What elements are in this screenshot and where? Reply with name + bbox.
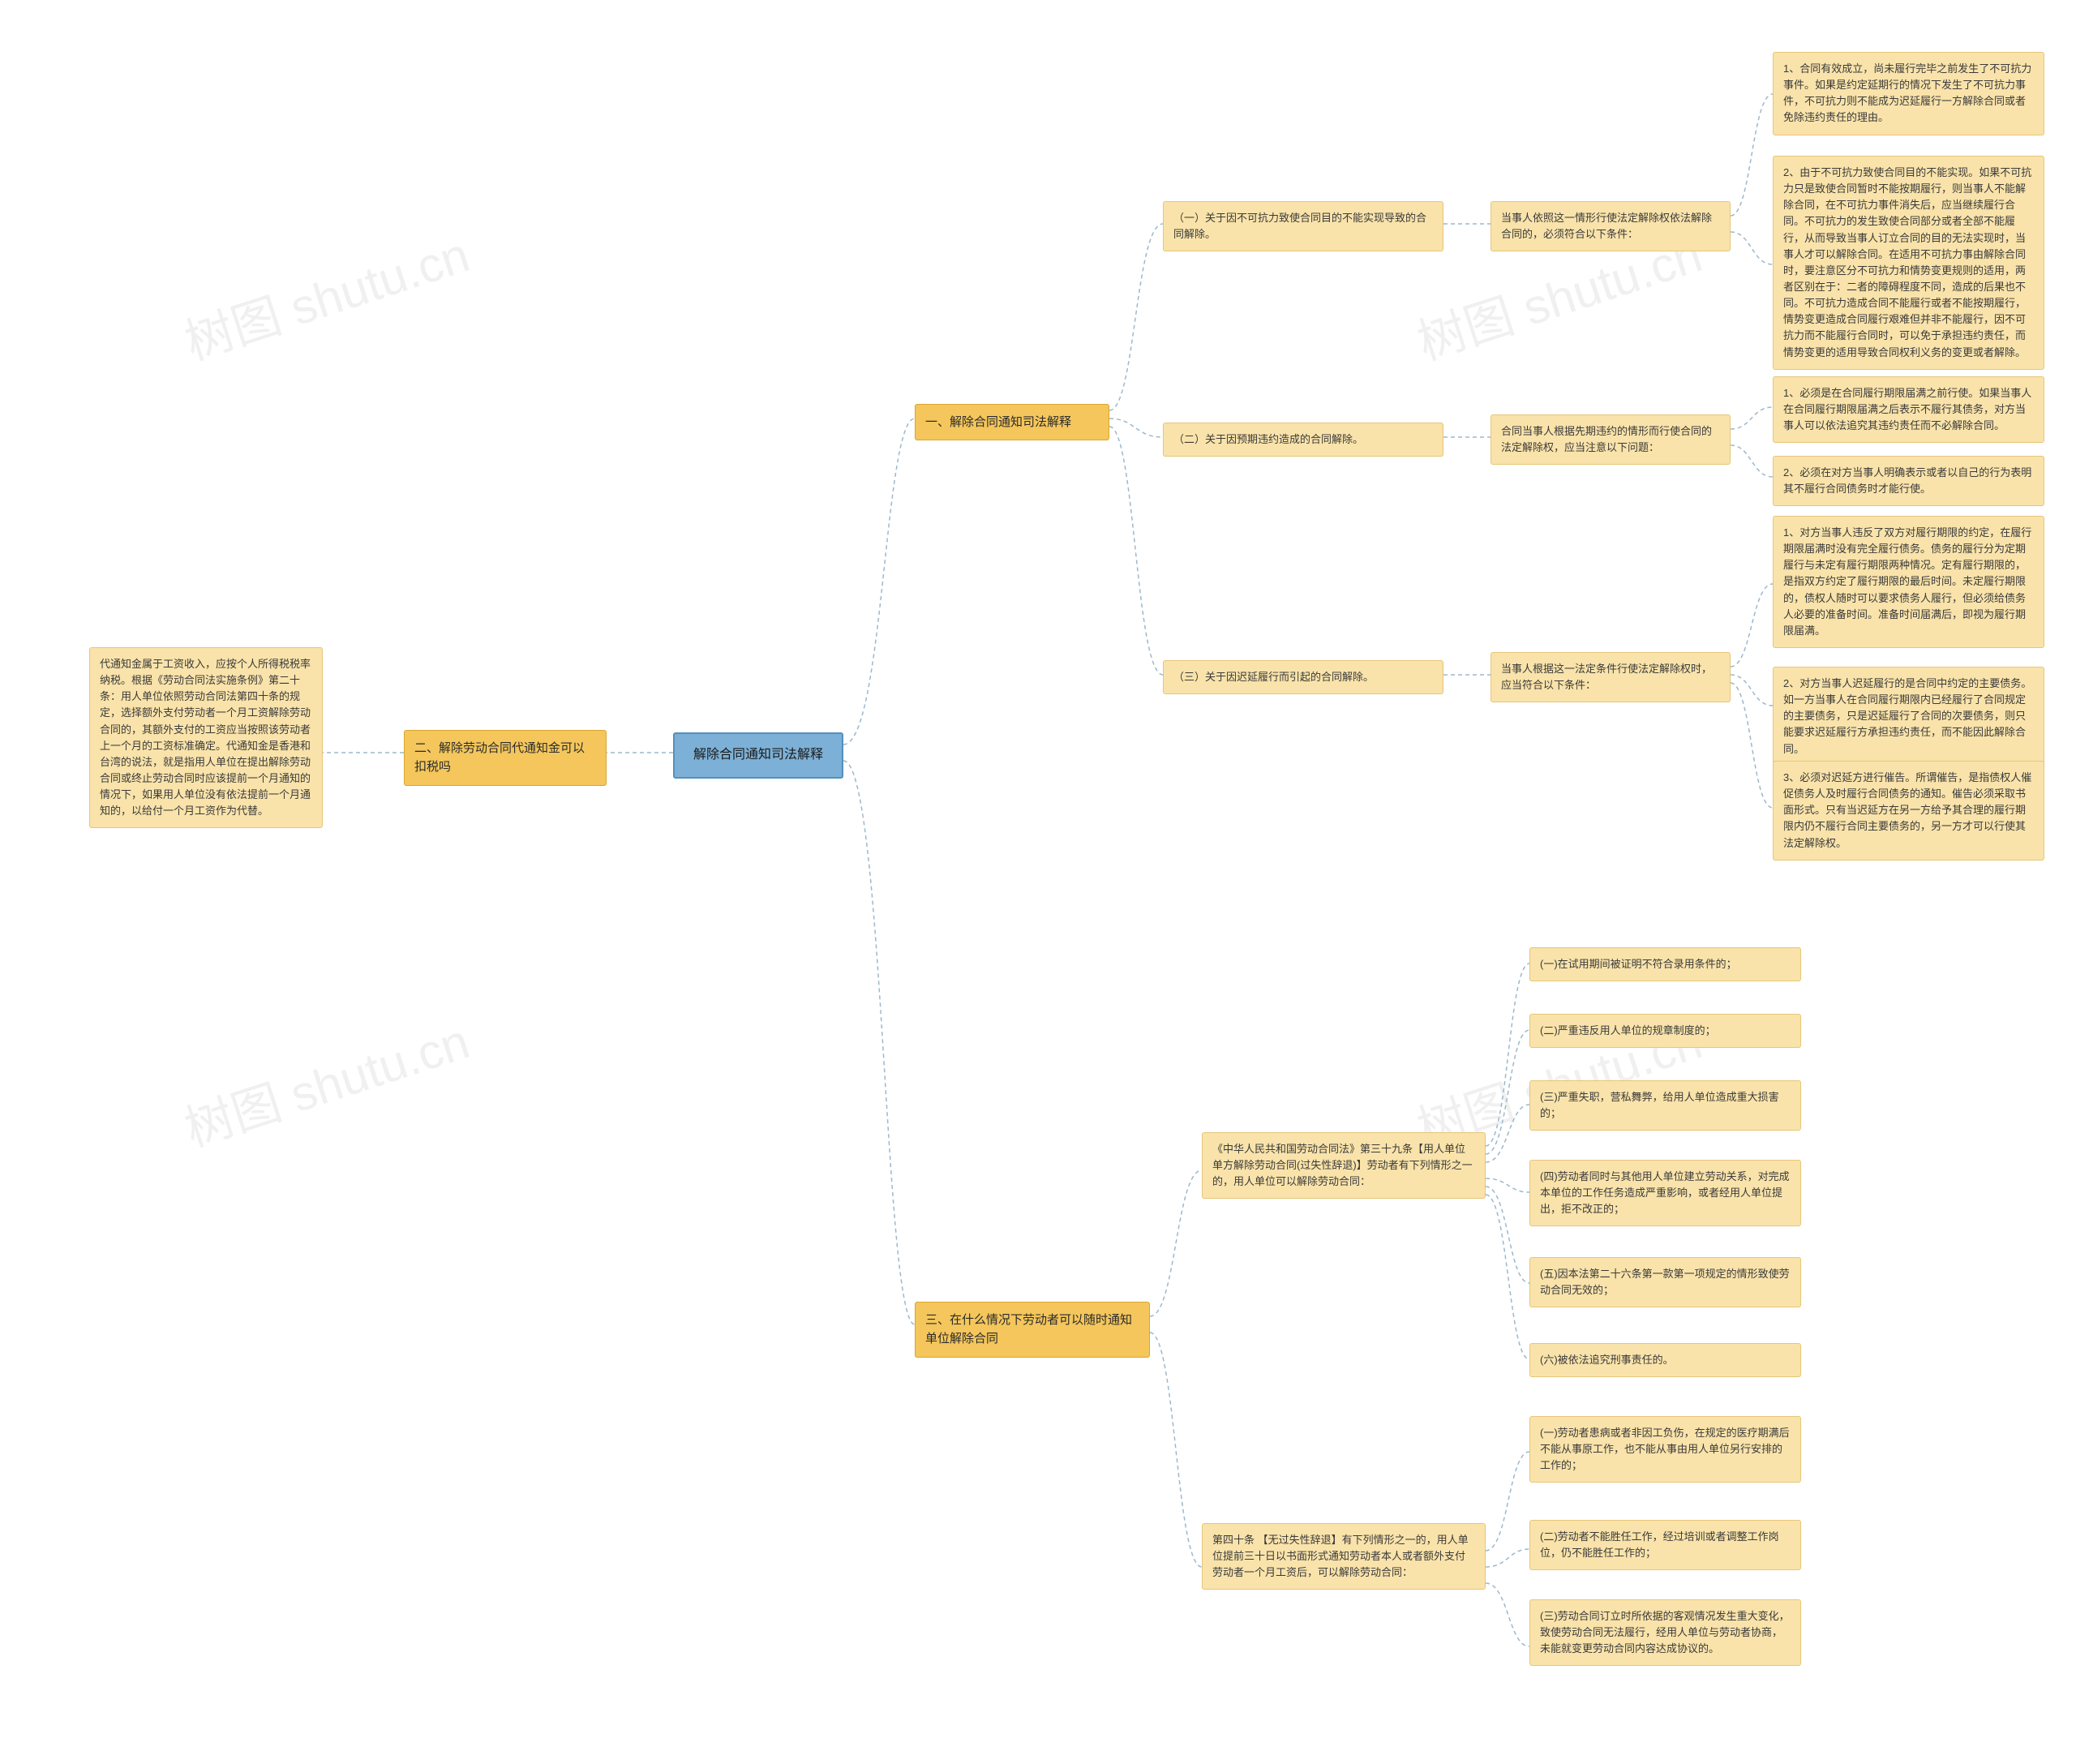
root-node[interactable]: 解除合同通知司法解释 <box>673 732 843 779</box>
b1-s3-p3: 3、必须对迟延方进行催告。所谓催告，是指债权人催促债务人及时履行合同债务的通知。… <box>1773 761 2044 861</box>
branch-three[interactable]: 三、在什么情况下劳动者可以随时通知单位解除合同 <box>915 1302 1150 1358</box>
b1-s2-title: （二）关于因预期违约造成的合同解除。 <box>1163 423 1443 457</box>
b3-s1-title: 《中华人民共和国劳动合同法》第三十九条【用人单位单方解除劳动合同(过失性辞退)】… <box>1202 1132 1486 1199</box>
b1-s2-cond: 合同当事人根据先期违约的情形而行使合同的法定解除权，应当注意以下问题： <box>1491 414 1731 465</box>
b3-s2-title: 第四十条 【无过失性辞退】有下列情形之一的，用人单位提前三十日以书面形式通知劳动… <box>1202 1523 1486 1590</box>
watermark: 树图 shutu.cn <box>174 1002 477 1161</box>
b1-s2-p2: 2、必须在对方当事人明确表示或者以自己的行为表明其不履行合同债务时才能行使。 <box>1773 456 2044 506</box>
b3-s1-p6: (六)被依法追究刑事责任的。 <box>1529 1343 1801 1377</box>
b3-s1-p5: (五)因本法第二十六条第一款第一项规定的情形致使劳动合同无效的； <box>1529 1257 1801 1307</box>
b1-s1-title: （一）关于因不可抗力致使合同目的不能实现导致的合同解除。 <box>1163 201 1443 251</box>
branch-two[interactable]: 二、解除劳动合同代通知金可以扣税吗 <box>404 730 607 786</box>
b3-s2-p3: (三)劳动合同订立时所依据的客观情况发生重大变化，致使劳动合同无法履行，经用人单… <box>1529 1599 1801 1666</box>
b3-s1-p1: (一)在试用期间被证明不符合录用条件的； <box>1529 947 1801 981</box>
b1-s1-p2: 2、由于不可抗力致使合同目的不能实现。如果不可抗力只是致使合同暂时不能按期履行，… <box>1773 156 2044 370</box>
b3-s1-p3: (三)严重失职，营私舞弊，给用人单位造成重大损害的； <box>1529 1080 1801 1131</box>
b3-s1-p2: (二)严重违反用人单位的规章制度的； <box>1529 1014 1801 1048</box>
b1-s3-cond: 当事人根据这一法定条件行使法定解除权时，应当符合以下条件： <box>1491 652 1731 702</box>
watermark: 树图 shutu.cn <box>174 216 477 374</box>
b1-s1-cond: 当事人依照这一情形行使法定解除权依法解除合同的，必须符合以下条件： <box>1491 201 1731 251</box>
b1-s3-p1: 1、对方当事人违反了双方对履行期限的约定，在履行期限届满时没有完全履行债务。债务… <box>1773 516 2044 648</box>
b1-s3-title: （三）关于因迟延履行而引起的合同解除。 <box>1163 660 1443 694</box>
b1-s3-p2: 2、对方当事人迟延履行的是合同中约定的主要债务。如一方当事人在合同履行期限内已经… <box>1773 667 2044 766</box>
b3-s1-p4: (四)劳动者同时与其他用人单位建立劳动关系，对完成本单位的工作任务造成严重影响，… <box>1529 1160 1801 1226</box>
b1-s1-p1: 1、合同有效成立，尚未履行完毕之前发生了不可抗力事件。如果是约定延期行的情况下发… <box>1773 52 2044 135</box>
b3-s2-p2: (二)劳动者不能胜任工作，经过培训或者调整工作岗位，仍不能胜任工作的； <box>1529 1520 1801 1570</box>
branch-two-content: 代通知金属于工资收入，应按个人所得税税率纳税。根据《劳动合同法实施条例》第二十条… <box>89 647 323 828</box>
b3-s2-p1: (一)劳动者患病或者非因工负伤，在规定的医疗期满后不能从事原工作，也不能从事由用… <box>1529 1416 1801 1483</box>
b1-s2-p1: 1、必须是在合同履行期限届满之前行使。如果当事人在合同履行期限届满之后表示不履行… <box>1773 376 2044 443</box>
branch-one[interactable]: 一、解除合同通知司法解释 <box>915 404 1109 440</box>
